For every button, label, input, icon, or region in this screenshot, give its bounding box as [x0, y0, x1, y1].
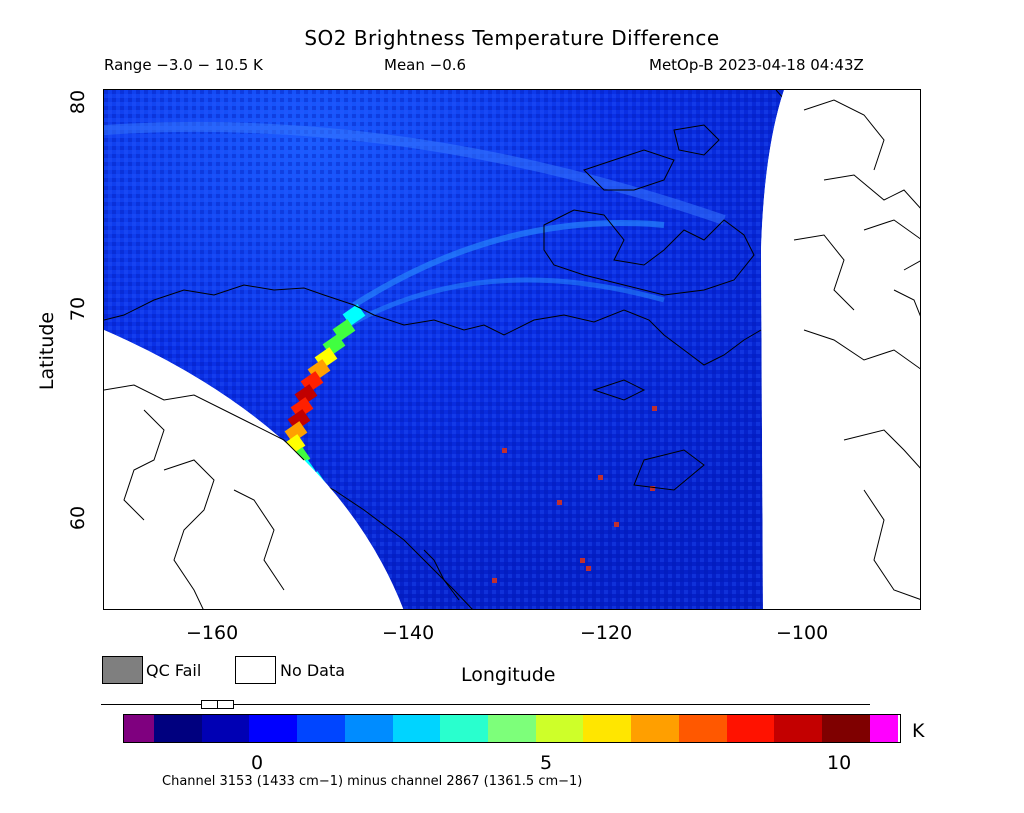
colorbar-segment: [678, 715, 727, 742]
range-slider-track[interactable]: [101, 704, 870, 705]
range-slider-handle[interactable]: [201, 700, 234, 709]
arc-band: [104, 121, 726, 225]
hotspot-pixel: [580, 558, 585, 563]
y-axis-label: Latitude: [36, 311, 59, 391]
arc-band: [347, 277, 665, 328]
hotspot-pixel: [650, 486, 655, 491]
hotspot-pixel: [502, 448, 507, 453]
no-data-left: [104, 330, 404, 609]
plume-cell: [284, 421, 308, 443]
hotspots: [492, 406, 657, 583]
coastlines-nodata: [104, 99, 920, 609]
hotspot-pixel: [652, 406, 657, 411]
colorbar-segment: [488, 715, 536, 742]
colorbar-segment: [440, 715, 489, 742]
hotspot-pixel: [586, 566, 591, 571]
colorbar-unit: K: [912, 720, 925, 742]
satellite-time-label: MetOp-B 2023-04-18 04:43Z: [649, 56, 864, 74]
map-panel: [103, 89, 921, 610]
no-data-right: [761, 90, 920, 609]
colorbar-segment: [822, 715, 870, 742]
chart-title: SO2 Brightness Temperature Difference: [304, 26, 720, 50]
hotspot-pixel: [557, 500, 562, 505]
mean-label: Mean −0.6: [384, 56, 467, 74]
arc-band: [352, 220, 665, 308]
colorbar-tick-10: 10: [827, 752, 852, 774]
no-data-label: No Data: [280, 661, 346, 680]
colorbar-segment: [774, 715, 823, 742]
colorbar-under: [124, 715, 154, 742]
hotspot-pixel: [492, 578, 497, 583]
colorbar-segment: [201, 715, 250, 742]
colorbar-segment: [535, 715, 584, 742]
colorbar-tick-5: 5: [540, 752, 553, 774]
colorbar-segment: [631, 715, 679, 742]
colorbar-segment: [726, 715, 775, 742]
x-tick-100: −100: [776, 622, 829, 644]
x-tick-120: −120: [580, 622, 633, 644]
colorbar-segment: [297, 715, 345, 742]
colorbar: [123, 714, 901, 743]
x-axis-label: Longitude: [461, 664, 556, 686]
map-canvas: [104, 90, 920, 609]
colorbar-segment: [249, 715, 298, 742]
range-label: Range −3.0 − 10.5 K: [104, 56, 263, 74]
plume-cell: [294, 384, 318, 406]
y-tick-80: 80: [67, 89, 90, 115]
channel-note: Channel 3153 (1433 cm−1) minus channel 2…: [162, 774, 583, 789]
no-data-swatch: [235, 656, 276, 684]
colorbar-segment: [154, 715, 202, 742]
plume-cell: [342, 304, 366, 326]
colorbar-segment: [583, 715, 632, 742]
hotspot-pixel: [598, 475, 603, 480]
colorbar-tick-0: 0: [251, 752, 264, 774]
colorbar-segment: [344, 715, 393, 742]
y-tick-60: 60: [67, 505, 90, 531]
qc-fail-label: QC Fail: [146, 661, 202, 680]
plume-cell: [332, 319, 356, 341]
colorbar-segment: [392, 715, 441, 742]
colorbar-over: [869, 715, 898, 742]
hotspot-pixel: [614, 522, 619, 527]
qc-fail-swatch: [102, 656, 143, 684]
x-tick-140: −140: [382, 622, 435, 644]
x-tick-160: −160: [186, 622, 239, 644]
y-tick-70: 70: [67, 296, 90, 322]
